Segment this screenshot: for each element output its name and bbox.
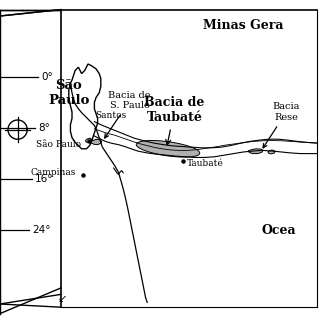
Text: Ocea: Ocea (261, 224, 296, 237)
Text: Minas Gera: Minas Gera (203, 19, 284, 32)
Text: Bacia de
Taubaté: Bacia de Taubaté (144, 96, 204, 145)
Polygon shape (248, 149, 263, 154)
Text: Santos: Santos (95, 111, 126, 120)
Text: Bacia
Rese: Bacia Rese (263, 102, 300, 148)
Polygon shape (136, 140, 200, 157)
Text: Campinas: Campinas (30, 168, 76, 177)
Text: ↙: ↙ (58, 294, 67, 304)
Text: 0°: 0° (42, 72, 53, 82)
Text: 24°: 24° (32, 225, 51, 236)
Text: 8°: 8° (38, 123, 50, 133)
Text: Taubaté: Taubaté (187, 159, 224, 168)
Polygon shape (86, 138, 92, 143)
Text: São
Paulo: São Paulo (48, 79, 90, 107)
Text: São Paulo: São Paulo (36, 140, 81, 149)
Text: 16°: 16° (35, 174, 54, 184)
Text: Bacia de
S. Paulo: Bacia de S. Paulo (105, 91, 151, 138)
Polygon shape (91, 139, 102, 145)
Polygon shape (268, 150, 275, 154)
